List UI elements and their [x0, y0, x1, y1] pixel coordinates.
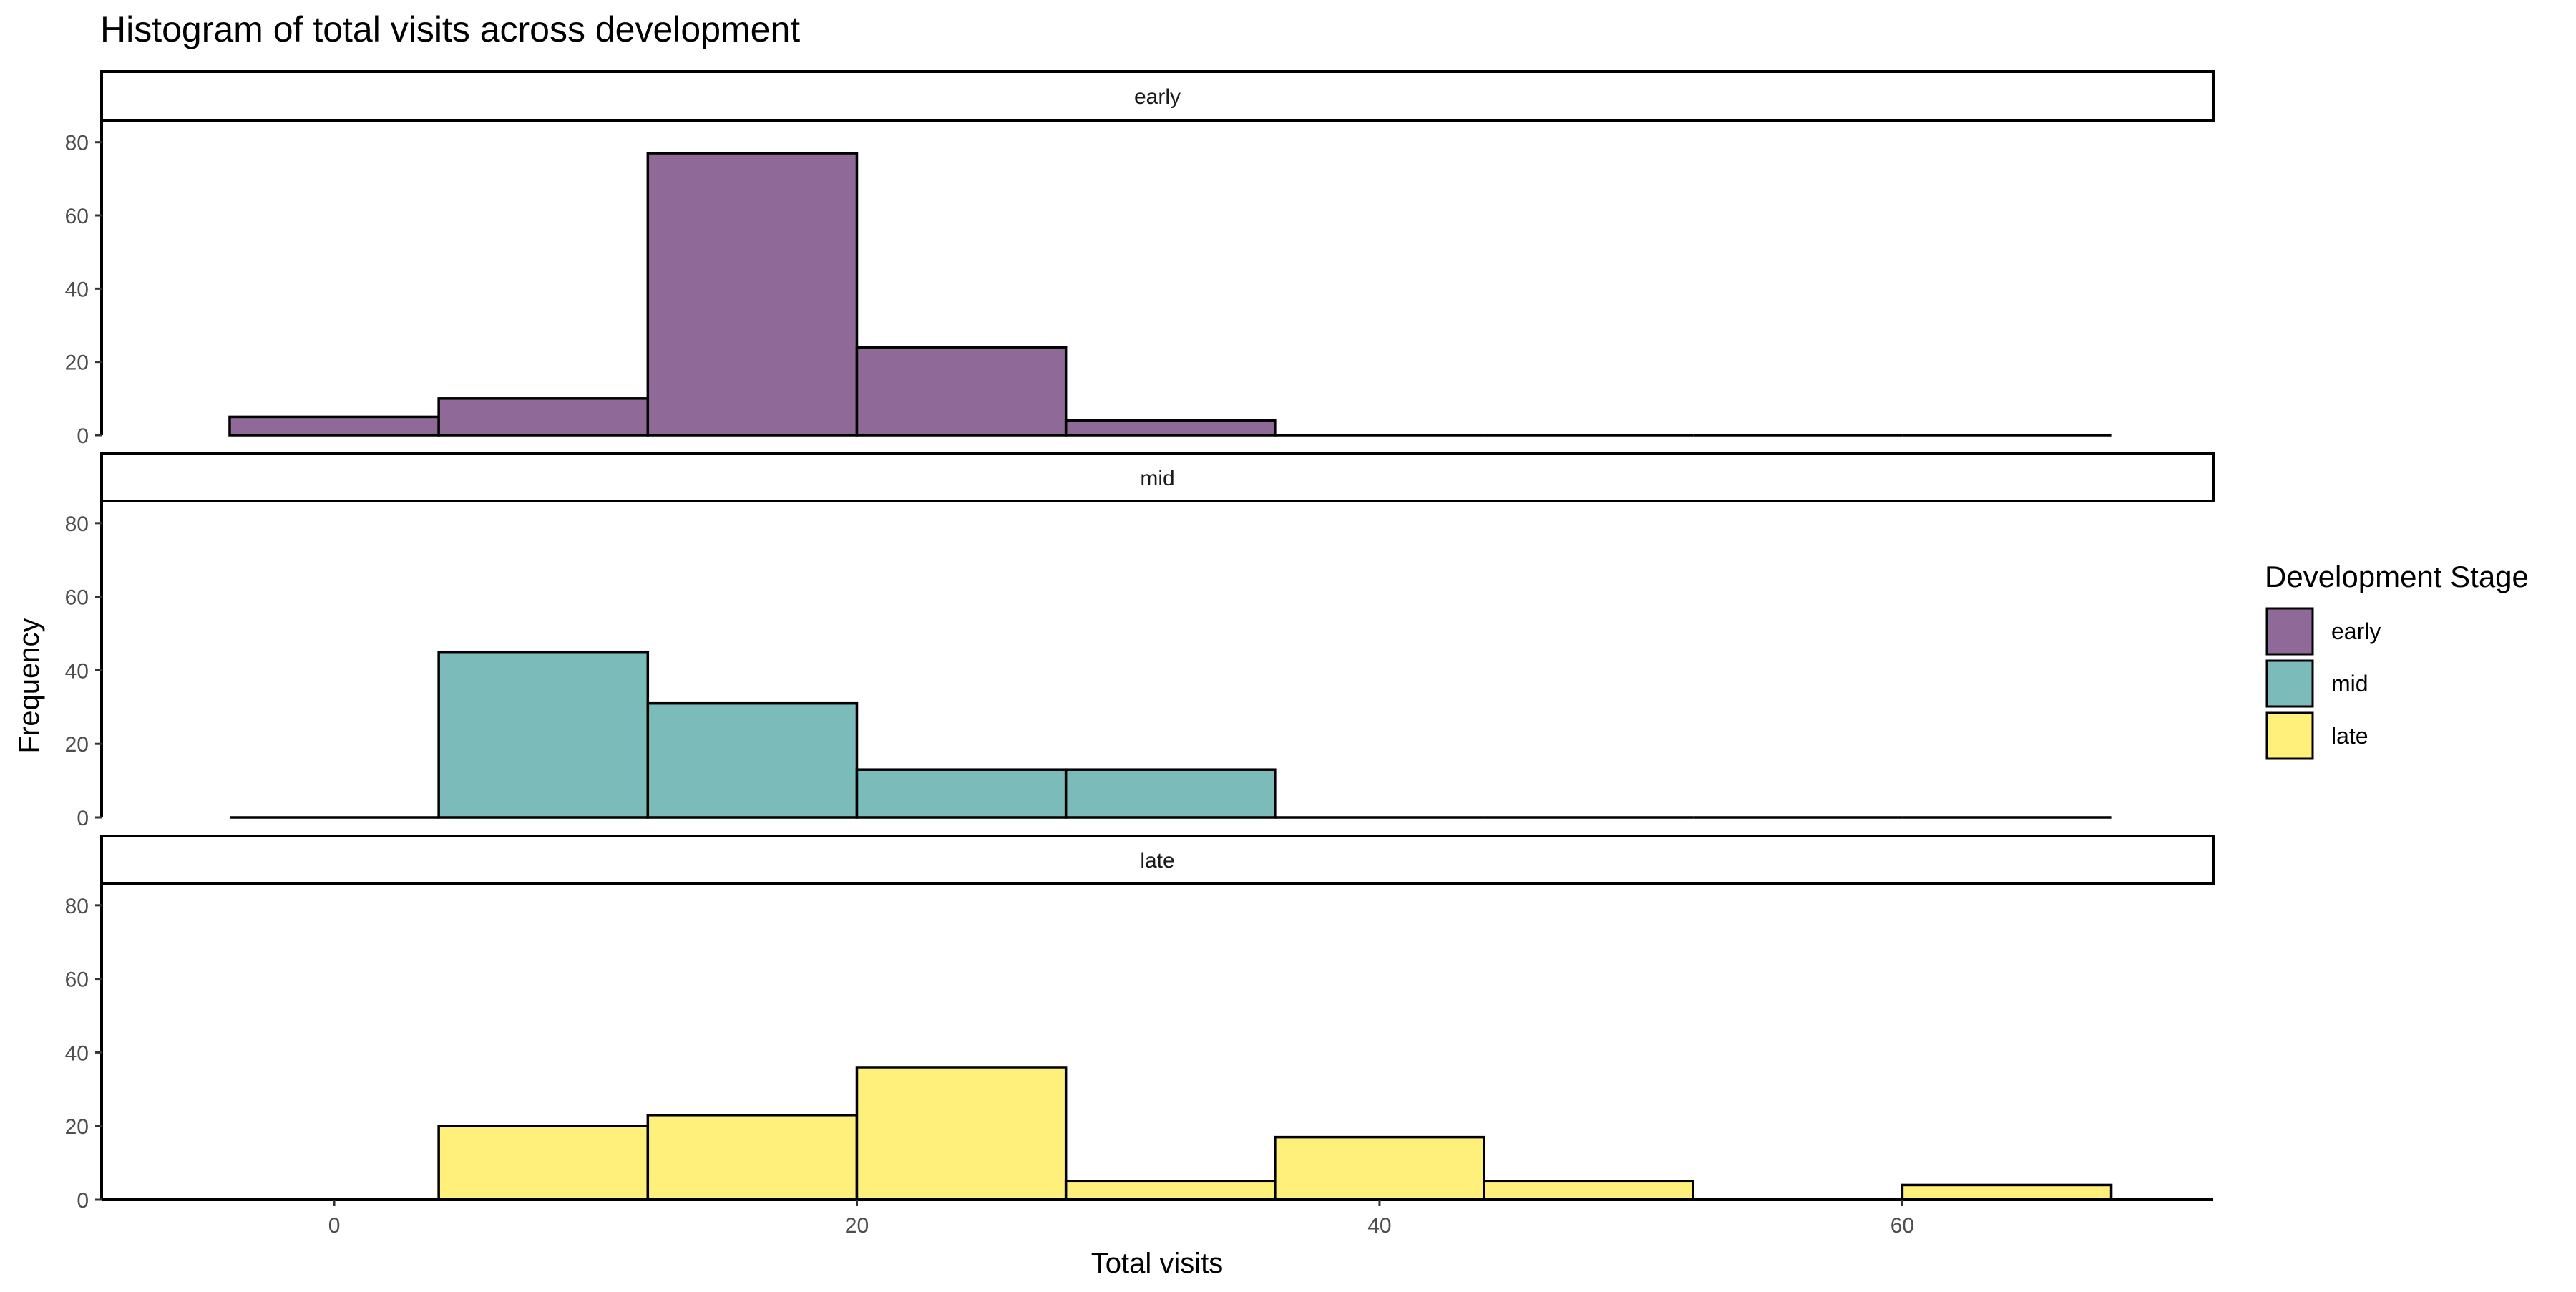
y-tick-label: 80 [65, 513, 89, 536]
facet-strip-late [100, 835, 2215, 885]
x-tick-label: 40 [1367, 1214, 1391, 1238]
histogram-bar [646, 701, 859, 819]
y-tick-label: 20 [65, 351, 89, 375]
y-tick-label: 0 [77, 807, 89, 830]
histogram-bar [1064, 768, 1277, 819]
histogram-bar [855, 768, 1068, 819]
x-tick-label: 60 [1890, 1214, 1914, 1238]
facet-strip-mid [100, 452, 2215, 502]
y-tick-label: 20 [65, 733, 89, 757]
facet-strip-label: early [1134, 85, 1181, 109]
y-tick-label: 0 [77, 1189, 89, 1213]
facet-strip-early [100, 70, 2215, 122]
histogram-bar [1064, 1180, 1277, 1201]
histogram-bar [855, 1066, 1068, 1201]
y-tick-label: 40 [65, 659, 89, 683]
y-tick-label: 40 [65, 278, 89, 301]
legend-swatch-mid [2265, 659, 2314, 708]
histogram-bar [437, 650, 650, 819]
histogram-bar [437, 397, 650, 437]
facet-panel-late: late 0 20 40 60 80 [65, 835, 2215, 1213]
y-tick-label: 60 [65, 205, 89, 228]
y-tick-label: 40 [65, 1041, 89, 1065]
histogram-bar [646, 1114, 859, 1201]
legend-title: Development Stage [2265, 560, 2529, 593]
y-tick-label: 20 [65, 1115, 89, 1139]
facet-panels: early 0 20 40 60 80 mid 0 20 40 60 80 late 0 20 40 60 80 [65, 70, 2215, 1213]
x-tick-label: 20 [845, 1214, 869, 1238]
facet-panel-mid: mid 0 20 40 60 80 [65, 452, 2215, 830]
legend: Development Stage early mid late [2265, 560, 2529, 760]
histogram-bar [437, 1125, 650, 1201]
y-tick-label: 60 [65, 968, 89, 992]
x-axis: 0 20 40 60 [102, 1198, 2213, 1238]
histogram-bar [1064, 419, 1277, 437]
y-tick-label: 0 [77, 424, 89, 448]
histogram-bar [646, 152, 859, 437]
y-tick-label: 60 [65, 586, 89, 610]
y-axis-title: Frequency [14, 618, 45, 754]
facet-strip-label: late [1140, 849, 1174, 873]
histogram-bar [1274, 1135, 1485, 1201]
x-tick-label: 0 [328, 1214, 341, 1238]
histogram-bar [228, 415, 440, 437]
legend-swatch-late [2265, 711, 2314, 760]
histogram-bar [1483, 1180, 1694, 1201]
legend-label-late: late [2331, 723, 2368, 749]
y-tick-label: 80 [65, 132, 89, 155]
histogram-bar [855, 346, 1068, 437]
x-axis-title: Total visits [1091, 1248, 1224, 1279]
legend-label-early: early [2331, 618, 2381, 644]
legend-swatch-early [2265, 607, 2314, 656]
facet-strip-label: mid [1140, 467, 1174, 490]
y-tick-label: 80 [65, 895, 89, 918]
legend-label-mid: mid [2331, 671, 2368, 696]
chart-title: Histogram of total visits across develop… [100, 9, 800, 49]
histogram-bar [1901, 1183, 2113, 1201]
facet-panel-early: early 0 20 40 60 80 [65, 70, 2215, 448]
